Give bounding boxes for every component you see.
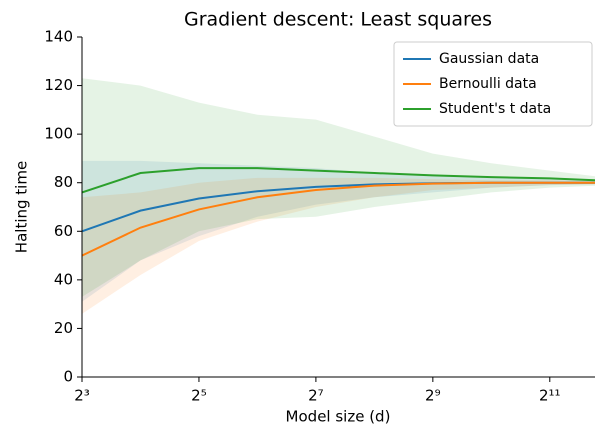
plot-area: [82, 78, 595, 314]
legend-label: Bernoulli data: [439, 76, 537, 92]
legend-box: [393, 41, 593, 127]
series-line: [82, 167, 595, 194]
legend-label: Student's t data: [439, 101, 551, 117]
x-tick-label: 2³: [74, 387, 90, 405]
x-tick-label: 2⁷: [308, 387, 324, 405]
y-tick-label: 20: [54, 319, 73, 337]
y-tick-label: 0: [63, 368, 73, 386]
y-tick-label: 140: [44, 28, 73, 46]
x-tick-label: 2⁵: [191, 387, 207, 405]
x-tick-label: 2¹¹: [539, 387, 561, 405]
chart-title: Gradient descent: Least squares: [184, 9, 492, 31]
confidence-band: [82, 160, 595, 302]
confidence-band: [82, 177, 595, 314]
y-tick-label: 60: [54, 222, 73, 240]
x-axis-label: Model size (d): [286, 408, 391, 426]
legend-label: Gaussian data: [439, 51, 539, 67]
y-axis-label: Halting time: [13, 161, 31, 253]
y-tick-label: 40: [54, 270, 73, 288]
x-tick-label: 2⁹: [425, 387, 441, 405]
y-tick-label: 120: [44, 76, 73, 94]
y-tick-label: 100: [44, 125, 73, 143]
y-tick-label: 80: [54, 173, 73, 191]
series-line: [82, 181, 595, 257]
